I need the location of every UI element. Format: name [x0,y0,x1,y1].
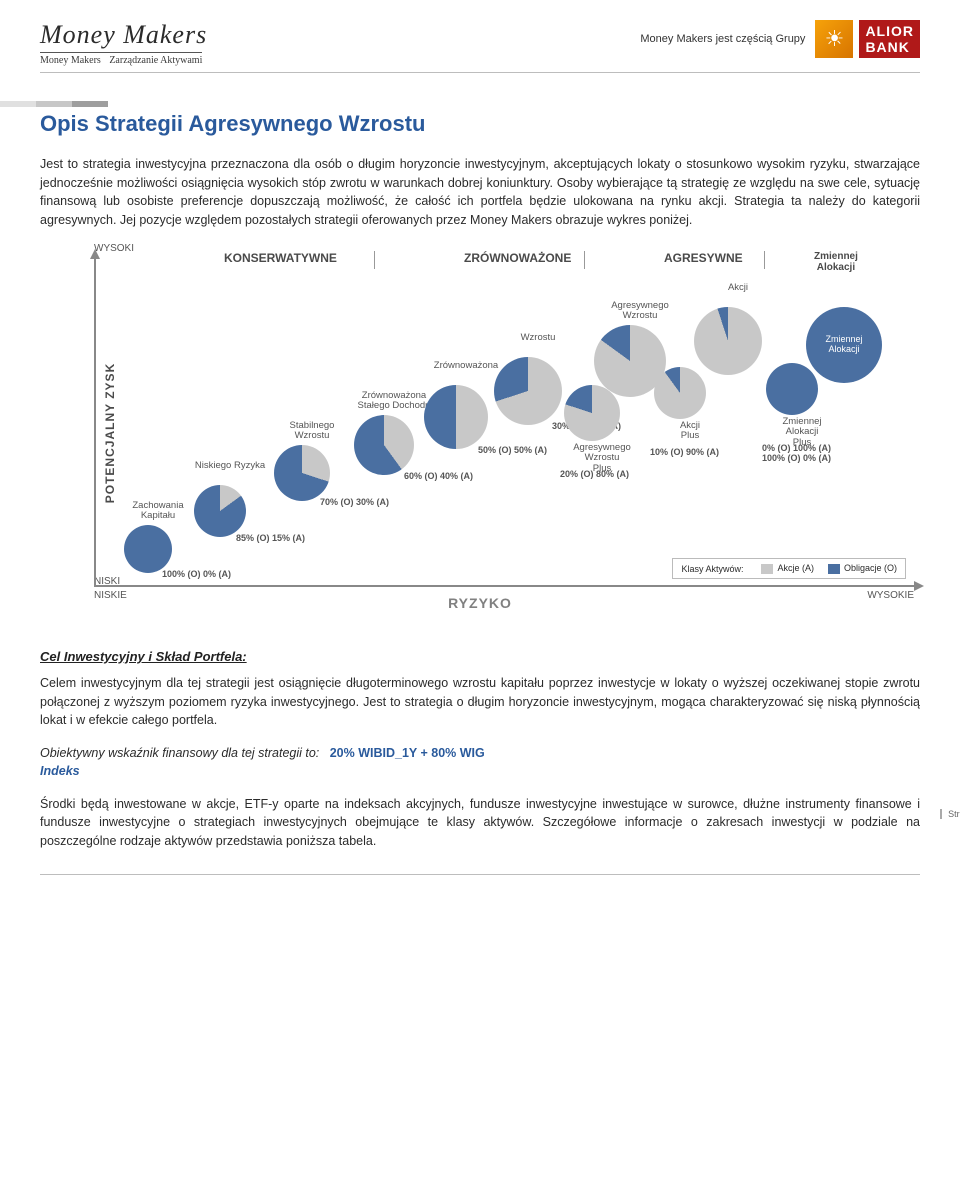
pie-label: AgresywnegoWzrostu [600,301,680,322]
strategy-pie [424,385,488,449]
benchmark-tail: Indeks [40,764,80,778]
strategy-pie [124,525,172,573]
alior-logo: ☀ ALIOR BANK [815,20,920,58]
chart-legend: Klasy Aktywów: Akcje (A) Obligacje (O) [672,558,906,579]
category-separator [764,251,765,269]
pie-icon [194,485,246,537]
pie-icon: ZmiennejAlokacji [806,307,882,383]
x-high-label: WYSOKIE [867,590,914,601]
arrow-right-icon [914,581,924,591]
benchmark-paragraph: Obiektywny wskaźnik finansowy dla tej st… [40,744,920,781]
category-separator [374,251,375,269]
goal-paragraph: Celem inwestycyjnym dla tej strategii je… [40,674,920,730]
pie-label: ZrównoważonaStałego Dochodu [354,391,434,412]
strategy-pie [194,485,246,537]
benchmark-lead: Obiektywny wskaźnik finansowy dla tej st… [40,746,319,760]
pie-icon [274,445,330,501]
x-low-label: NISKIE [94,590,127,601]
tab-marker [36,101,72,107]
pie-label: Akcji [698,283,778,293]
group-text: Money Makers jest częścią Grupy [640,33,805,45]
tab-marker [72,101,108,107]
pie-icon [354,415,414,475]
sub-heading: Cel Inwestycyjny i Skład Portfela: [40,649,920,664]
brand-logo-script: Money Makers [40,20,207,50]
legend-item: Akcje (A) [761,563,814,574]
pie-label: StabilnegoWzrostu [272,421,352,442]
tab-marker [0,101,36,107]
legend-item: Obligacje (O) [828,563,897,574]
legend-title: Klasy Aktywów: [681,564,743,574]
pie-percent-label: 100% (O) 0% (A) [162,569,231,579]
brand-subline: Money Makers Zarządzanie Aktywami [40,52,202,66]
pie-label: Niskiego Ryzyka [190,461,270,471]
pie-percent-label: 50% (O) 50% (A) [478,445,547,455]
pie-icon [494,357,562,425]
brand-left: Money Makers Money Makers Zarządzanie Ak… [40,20,207,68]
intro-paragraph: Jest to strategia inwestycyjna przeznacz… [40,155,920,229]
category-separator [584,251,585,269]
pie-percent-label: 0% (O) 100% (A)100% (O) 0% (A) [762,443,831,463]
strategy-pie [694,307,762,375]
pie-label: AkcjiPlus [650,421,730,442]
category-label: ZmiennejAlokacji [814,251,858,273]
pie-percent-label: 85% (O) 15% (A) [236,533,305,543]
x-axis-label: RYZYKO [448,595,512,611]
category-label: KONSERWATYWNE [224,251,337,265]
pie-label: ZachowaniaKapitału [118,501,198,522]
strategy-pie [274,445,330,501]
pie-percent-label: 10% (O) 90% (A) [650,447,719,457]
strategy-pie [354,415,414,475]
pie-icon [694,307,762,375]
composition-paragraph: Środki będą inwestowane w akcje, ETF-y o… [40,795,920,851]
strategy-pie: ZmiennejAlokacji [806,307,882,383]
pie-icon [424,385,488,449]
header-right: Money Makers jest częścią Grupy ☀ ALIOR … [640,20,920,58]
page-title: Opis Strategii Agresywnego Wzrostu [40,111,920,137]
strategy-pie [494,357,562,425]
benchmark-value: 20% WIBID_1Y + 80% WIG [330,746,485,760]
pie-percent-label: 60% (O) 40% (A) [404,471,473,481]
alior-badge-icon: ☀ [815,20,853,58]
page-number: Strona | 19 [940,809,960,819]
section-tabs [0,101,920,107]
category-label: AGRESYWNE [664,251,743,265]
pie-percent-label: 20% (O) 80% (A) [560,469,629,479]
pie-label: Wzrostu [498,333,578,343]
alior-text: ALIOR BANK [859,20,920,58]
pie-percent-label: 70% (O) 30% (A) [320,497,389,507]
chart-plot-area: KONSERWATYWNE ZRÓWNOWAŻONE AGRESYWNE Zmienn… [94,245,914,587]
footer-line [40,874,920,875]
page-header: Money Makers Money Makers Zarządzanie Ak… [40,20,920,73]
pie-icon [124,525,172,573]
category-label: ZRÓWNOWAŻONE [464,251,571,265]
risk-return-chart: POTENCJALNY ZYSK WYSOKI NISKI RYZYKO NIS… [40,243,920,623]
